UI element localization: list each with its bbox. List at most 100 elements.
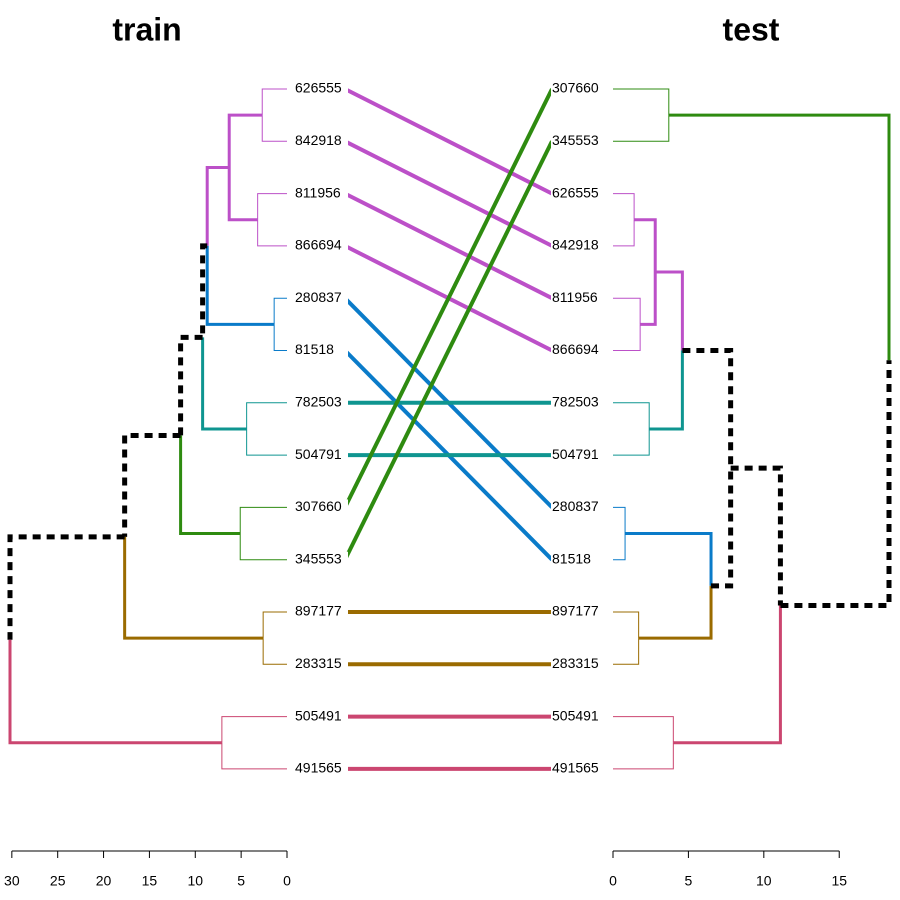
branch xyxy=(246,428,287,456)
connector xyxy=(344,191,553,300)
label-bg xyxy=(294,290,348,307)
label-bg xyxy=(551,394,605,411)
branch xyxy=(780,360,892,608)
branch xyxy=(246,402,287,429)
branch xyxy=(262,638,287,665)
label-bg xyxy=(294,604,348,620)
branch xyxy=(239,533,287,561)
leaf-label: 842918 xyxy=(552,237,599,253)
label-bg xyxy=(551,604,605,620)
leaf-label: 866694 xyxy=(552,341,599,357)
leaf-label: 81518 xyxy=(295,341,334,357)
leaf-label: 897177 xyxy=(295,603,342,619)
branch xyxy=(613,193,635,220)
x-tick-label: 30 xyxy=(4,873,20,889)
branch xyxy=(711,468,734,589)
branch xyxy=(201,337,247,431)
label-bg xyxy=(551,342,605,359)
connector xyxy=(344,139,553,248)
leaf-label: 626555 xyxy=(552,184,599,200)
branch xyxy=(638,585,713,640)
leaf-label: 280837 xyxy=(552,498,599,514)
x-tick-label: 0 xyxy=(609,873,617,889)
branch xyxy=(262,611,287,639)
connector xyxy=(344,87,553,196)
leaf-label: 811956 xyxy=(552,289,598,305)
branch xyxy=(613,88,670,116)
branch xyxy=(123,536,264,640)
label-bg xyxy=(551,447,605,464)
branch xyxy=(200,243,208,338)
leaf-label: 280837 xyxy=(295,289,342,305)
branch xyxy=(613,219,635,247)
leaf-label: 866694 xyxy=(295,237,342,253)
tree-title: test xyxy=(723,11,780,47)
branch xyxy=(613,533,626,561)
label-bg xyxy=(294,708,348,725)
branch xyxy=(613,115,670,142)
branch xyxy=(221,716,287,743)
branch xyxy=(655,270,684,351)
branch xyxy=(649,350,684,431)
leaf-label: 81518 xyxy=(552,550,591,566)
branch xyxy=(613,716,674,743)
branch xyxy=(273,297,287,325)
leaf-label: 897177 xyxy=(552,603,599,619)
label-bg xyxy=(551,760,605,777)
label-bg xyxy=(551,185,605,202)
label-bg xyxy=(551,551,605,568)
branch xyxy=(640,272,657,326)
label-bg xyxy=(551,499,605,516)
branch xyxy=(682,348,734,469)
leaf-label: 504791 xyxy=(295,446,342,462)
leaf-label: 505491 xyxy=(295,707,342,723)
label-bg xyxy=(294,342,348,359)
label-bg xyxy=(294,133,348,150)
branch xyxy=(178,334,203,436)
x-tick-label: 15 xyxy=(831,873,847,889)
branch xyxy=(239,506,287,534)
x-tick-label: 25 xyxy=(50,873,66,889)
branch xyxy=(227,113,263,168)
label-bg xyxy=(294,447,348,464)
leaf-label: 345553 xyxy=(552,132,599,148)
leaf-label: 504791 xyxy=(552,446,599,462)
tree-title: train xyxy=(112,11,181,47)
branch xyxy=(625,532,713,586)
x-tick-label: 5 xyxy=(685,873,693,889)
branch xyxy=(179,435,241,536)
x-tick-label: 5 xyxy=(237,873,245,889)
leaf-label: 782503 xyxy=(295,394,342,410)
label-bg xyxy=(294,760,348,777)
branch xyxy=(227,167,258,222)
label-bg xyxy=(294,499,348,516)
branch xyxy=(205,165,230,246)
label-bg xyxy=(551,237,605,254)
label-bg xyxy=(294,81,348,97)
x-tick-label: 10 xyxy=(756,873,772,889)
branch xyxy=(221,742,287,770)
branch xyxy=(257,193,287,220)
branch xyxy=(634,218,657,273)
x-tick-label: 0 xyxy=(283,873,291,889)
branch xyxy=(613,506,626,534)
branch xyxy=(613,611,640,639)
branch xyxy=(8,639,222,745)
branch xyxy=(7,534,125,640)
connector xyxy=(343,140,554,561)
label-bg xyxy=(551,708,605,725)
branch xyxy=(261,88,287,116)
leaf-label: 307660 xyxy=(295,498,342,514)
label-bg xyxy=(551,656,605,673)
leaf-label: 345553 xyxy=(295,550,342,566)
label-bg xyxy=(294,237,348,254)
x-tick-label: 20 xyxy=(96,873,112,889)
label-bg xyxy=(551,290,605,307)
label-bg xyxy=(294,551,348,568)
branch xyxy=(730,465,783,606)
branch xyxy=(257,219,287,247)
branch xyxy=(668,113,891,361)
leaf-label: 626555 xyxy=(295,80,342,96)
x-tick-label: 15 xyxy=(142,873,158,889)
